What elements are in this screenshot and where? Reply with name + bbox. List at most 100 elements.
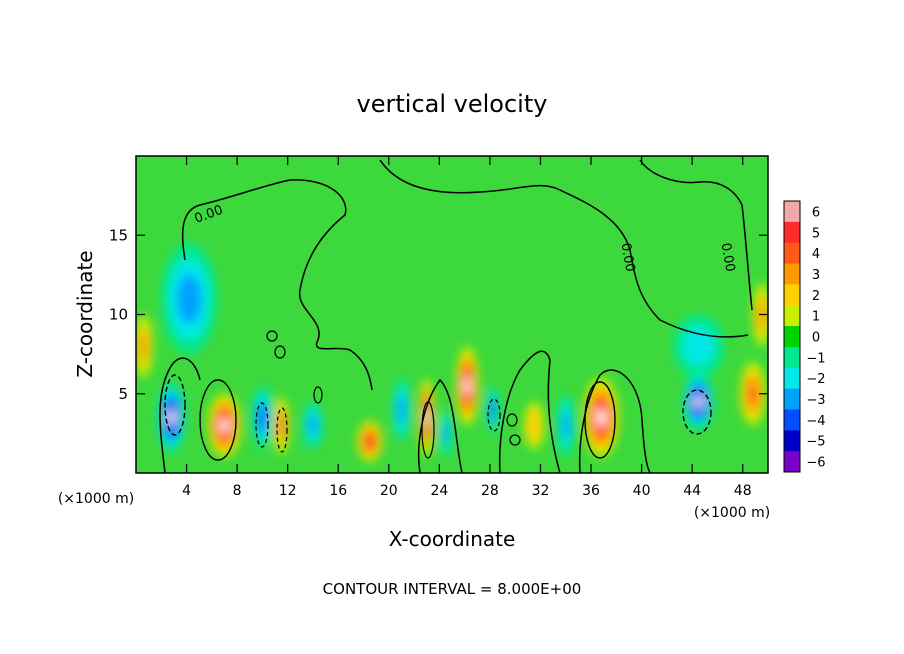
colorbar-swatch [784,367,800,390]
velocity-level [529,414,539,437]
colorbar: 6 5 4 3 2 1 0 −1 −2 −3 −4 −5 −6 [783,200,826,473]
contour-interval-note: CONTOUR INTERVAL = 8.000E+00 [323,580,582,598]
colorbar-label: −2 [806,372,825,387]
colorbar-frame [783,200,801,473]
velocity-cell [455,346,479,426]
velocity-level [176,273,202,324]
colorbar-label: 1 [812,310,820,325]
contour-loop [276,407,288,453]
velocity-cell [673,314,724,378]
colorbar-swatch [784,284,800,306]
colorbar-swatch [784,201,800,223]
colorbar-label: −4 [806,414,825,429]
velocity-level [596,407,606,428]
x-tick-label: 40 [633,483,651,499]
velocity-level [682,326,715,366]
velocity-cell [252,385,273,450]
velocity-field [136,243,768,462]
velocity-cell [357,420,383,462]
x-tick-label: 4 [182,483,191,499]
x-tick-label: 36 [582,483,600,499]
zero-contour-line [159,357,201,473]
velocity-level [168,409,175,426]
velocity-level [397,395,406,424]
chart-title: vertical velocity [357,90,548,118]
velocity-cell [486,385,499,434]
x-tick-label: 28 [481,483,499,499]
velocity-cell [392,377,411,442]
velocity-cell [556,393,575,458]
contour-label: 0.00 [618,242,638,273]
contour-loop [255,402,269,448]
colorbar-swatch [784,346,800,369]
velocity-level [561,411,570,440]
x-axis-label: X-coordinate [389,527,516,551]
zero-contour-line [379,159,749,338]
x-tick-label: 8 [233,483,242,499]
colorbar-label: 4 [812,247,820,262]
y-tick-label: 15 [109,226,128,244]
contour-loop [584,381,616,459]
colorbar-label: −1 [806,351,825,366]
velocity-level [694,394,703,409]
velocity-cell [740,362,766,426]
contour-loop [506,413,518,427]
contour-loop [266,330,278,342]
velocity-level [258,406,266,429]
colorbar-swatch [784,221,800,244]
colorbar-swatch [784,326,800,348]
zero-contour-line [498,350,561,473]
velocity-level [424,407,429,428]
colorbar-label: 5 [812,226,820,241]
x-tick-label: 12 [279,483,297,499]
colorbar-swatch [784,305,800,327]
x-tick-label: 32 [532,483,550,499]
velocity-level [748,382,758,405]
x-tick-label: 24 [430,483,448,499]
colorbar-swatch [784,430,800,452]
x-axis: 4 8 12 16 20 24 28 32 36 40 44 48 [182,156,752,499]
contour-loop [313,386,323,404]
colorbar-label: 3 [812,268,820,283]
contour-loop [421,401,435,459]
velocity-level [139,332,148,361]
velocity-level [308,414,318,437]
contour-loop [682,389,712,435]
colorbar-swatch [784,388,800,410]
zero-contour-line [181,179,373,391]
velocity-cell [439,409,452,458]
x-unit-right: (×1000 m) [694,505,770,521]
velocity-level [490,401,495,418]
y-axis-label: Z-coordinate [73,250,97,377]
x-unit-left: (×1000 m) [58,491,134,507]
velocity-level [442,422,449,444]
plot-background [136,156,768,473]
velocity-cell [136,314,153,378]
velocity-cell [419,377,435,458]
velocity-cell [302,401,324,450]
velocity-level [366,435,374,448]
x-tick-label: 48 [734,483,752,499]
x-tick-label: 16 [329,483,347,499]
colorbar-label: 0 [812,331,820,346]
colorbar-label: −5 [806,435,825,450]
y-tick-label: 10 [109,306,128,324]
colorbar-label: −6 [806,456,825,471]
contour-loop [164,374,186,436]
zero-contour-line [578,369,651,473]
velocity-level [220,417,229,434]
contour-loop [509,434,521,446]
velocity-cell [208,393,241,458]
x-tick-label: 44 [683,483,701,499]
colorbar-label: 2 [812,289,820,304]
contour-loop [199,379,237,461]
velocity-cell [157,382,186,453]
velocity-cell [524,401,545,450]
x-tick-label: 20 [380,483,398,499]
colorbar-swatch [784,409,800,431]
velocity-cell [683,373,714,431]
colorbar-swatch [784,263,800,285]
zero-contours [159,159,753,473]
velocity-cell [583,377,619,458]
